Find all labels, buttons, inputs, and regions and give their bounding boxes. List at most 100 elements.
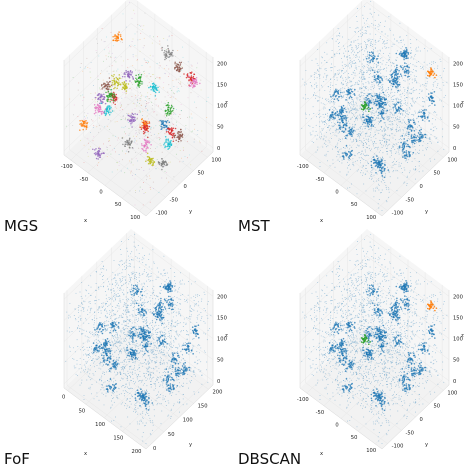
scatter-point [404, 127, 406, 129]
cluster-point [169, 52, 172, 55]
scatter-point [346, 138, 348, 140]
scatter-point [388, 93, 390, 95]
scatter-point [354, 84, 356, 86]
scatter-point [151, 42, 153, 44]
scatter-point [327, 74, 329, 76]
scatter-point [187, 141, 189, 143]
cluster-point [125, 85, 127, 88]
scatter-point [428, 104, 430, 106]
cluster-point [159, 119, 161, 122]
scatter-point [98, 125, 100, 126]
scatter-point [429, 137, 431, 139]
scatter-point [120, 107, 121, 109]
scatter-point [119, 102, 121, 104]
scatter-point [366, 72, 368, 74]
scatter-point [340, 88, 342, 90]
scatter-point [305, 113, 307, 115]
cluster-point [108, 105, 111, 107]
scatter-point [328, 119, 329, 121]
scatter-point [174, 146, 176, 148]
scatter-point [429, 105, 431, 107]
cluster-point [107, 97, 109, 99]
cluster-point [106, 88, 108, 90]
cluster-point [405, 50, 407, 52]
cluster-point [396, 109, 399, 111]
scatter-point [394, 98, 396, 100]
scatter-point [339, 141, 341, 143]
scatter-point [156, 137, 158, 139]
scatter-point [375, 129, 377, 131]
scatter-point [324, 154, 326, 156]
scatter-point [377, 118, 379, 120]
scatter-point [361, 63, 363, 65]
scatter-point [382, 158, 384, 160]
scatter-point [342, 69, 343, 71]
scatter-point [393, 43, 395, 45]
scatter-point [83, 96, 85, 98]
scatter-point [361, 153, 363, 155]
cluster-point [192, 86, 194, 89]
cluster-point [170, 106, 172, 109]
scatter-point [150, 127, 152, 129]
scatter-point [339, 35, 341, 37]
scatter-point [411, 105, 413, 107]
cluster-point [406, 155, 409, 158]
cluster-point [421, 134, 424, 136]
scatter-point [340, 89, 342, 91]
scatter-point [175, 109, 177, 111]
scatter-point [354, 129, 356, 131]
scatter-point [320, 115, 322, 117]
cluster-point [106, 106, 108, 108]
scatter-point [414, 112, 416, 114]
cluster-point [99, 107, 102, 109]
scatter-point [125, 117, 126, 119]
scatter-point [347, 107, 349, 109]
scatter-point [147, 62, 149, 64]
cluster-point [191, 71, 193, 73]
cluster-point [180, 130, 182, 133]
scatter-point [108, 46, 109, 48]
scatter-point [366, 96, 368, 98]
scatter-point [394, 66, 396, 68]
cluster-point [196, 83, 198, 86]
scatter-point [340, 58, 342, 60]
scatter-point [398, 126, 400, 128]
scatter-point [361, 76, 363, 78]
scatter-point [376, 147, 378, 148]
scatter-point [175, 98, 177, 100]
scatter-point [361, 116, 363, 118]
scatter-point [363, 140, 365, 141]
scatter-point [401, 139, 403, 141]
scatter-point [408, 64, 410, 66]
scatter-point [319, 121, 321, 123]
scatter-point [320, 68, 322, 70]
scatter-point [374, 27, 376, 29]
scatter-point [359, 127, 361, 129]
scatter-point [352, 108, 354, 110]
scatter-point [404, 121, 406, 123]
cluster-point [168, 133, 171, 135]
scatter-point [95, 50, 97, 52]
scatter-point [413, 58, 415, 60]
cluster-point [165, 163, 168, 165]
scatter-point [329, 100, 331, 102]
scatter-point [361, 87, 363, 89]
scatter-point [378, 157, 380, 158]
scatter-point [369, 42, 371, 44]
scatter-point [405, 112, 407, 114]
scatter-point [130, 125, 132, 127]
scatter-point [439, 75, 441, 77]
cluster-point [92, 148, 94, 151]
scatter-point [352, 84, 354, 86]
scatter-point [161, 151, 163, 153]
scatter-point [440, 77, 442, 79]
cluster-point [113, 77, 116, 80]
scatter-point [352, 161, 354, 163]
scatter-point [370, 139, 372, 141]
scatter-point [370, 41, 372, 42]
cluster-point [152, 87, 154, 89]
scatter-point [387, 119, 389, 121]
scatter-point [430, 160, 432, 162]
scatter-point [374, 147, 376, 149]
cluster-point [375, 103, 378, 106]
